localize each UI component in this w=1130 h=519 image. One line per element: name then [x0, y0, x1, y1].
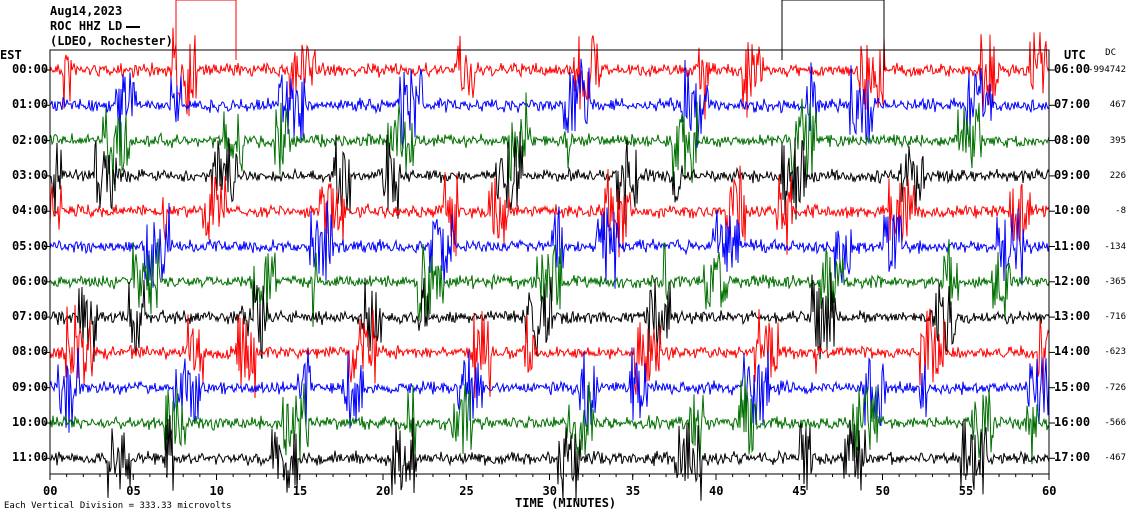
- utc-hour-label: 07:00: [1054, 97, 1091, 112]
- est-hour-label: 11:00: [12, 450, 49, 465]
- est-hour-label: 04:00: [12, 203, 49, 218]
- dc-offset-value: -716: [1104, 312, 1126, 323]
- est-hour-label: 06:00: [12, 273, 49, 288]
- plot-frame: [49, 49, 1050, 475]
- x-tick-label: 55: [958, 484, 974, 498]
- x-axis-ticks: [49, 474, 1050, 480]
- est-hour-label: 00:00: [12, 62, 49, 76]
- trace-line: [49, 415, 1050, 501]
- utc-hour-label: 09:00: [1054, 167, 1091, 182]
- seismic-traces: [49, 27, 1050, 501]
- x-tick-label: 25: [459, 484, 474, 498]
- utc-hour-label: 13:00: [1054, 309, 1091, 324]
- trace-line: [49, 375, 1050, 465]
- est-hour-label: 02:00: [12, 132, 49, 147]
- utc-hour-label: 14:00: [1054, 344, 1091, 359]
- dc-offset-value: 395: [1109, 135, 1126, 146]
- event-marker-red: [175, 0, 237, 70]
- trace-line: [49, 238, 1050, 327]
- dc-offset-value: -994742: [1088, 65, 1126, 75]
- est-hour-label: 08:00: [12, 344, 49, 359]
- trace-line: [49, 131, 1050, 225]
- est-hour-label: 01:00: [12, 97, 49, 112]
- trace-line: [49, 200, 1050, 289]
- date-label: Aug14,2023: [50, 4, 123, 18]
- dc-offset-value: -134: [1104, 241, 1126, 252]
- event-marker-black: [781, 0, 885, 70]
- est-hour-label: 10:00: [12, 415, 49, 429]
- scale-note: Each Vertical Division = 333.33 microvol…: [4, 501, 232, 511]
- est-hour-label: 09:00: [12, 379, 49, 394]
- trace-line: [49, 165, 1050, 258]
- x-tick-label: 40: [709, 484, 724, 498]
- utc-hour-label: 15:00: [1054, 379, 1091, 394]
- utc-axis-title: UTC: [1064, 48, 1086, 62]
- y-axis-ticks: [44, 69, 1055, 459]
- dc-axis-title: DC: [1105, 48, 1116, 58]
- x-tick-label: 45: [792, 484, 807, 498]
- utc-hour-label: 17:00: [1054, 450, 1091, 465]
- est-hour-label: 03:00: [12, 167, 49, 182]
- est-axis-title: EST: [0, 48, 22, 62]
- x-tick-label: 05: [126, 484, 141, 498]
- trace-line: [49, 347, 1050, 433]
- dc-offset-value: -726: [1104, 382, 1126, 393]
- utc-hour-label: 06:00: [1054, 62, 1091, 76]
- utc-hour-label: 16:00: [1054, 415, 1091, 429]
- trace-line: [49, 304, 1050, 399]
- x-tick-label: 15: [292, 484, 308, 498]
- x-tick-label: 50: [875, 484, 890, 498]
- trace-line: [49, 92, 1050, 185]
- dc-offset-value: -467: [1104, 453, 1126, 464]
- x-tick-label: 10: [209, 484, 224, 498]
- dc-offset-value: -566: [1104, 418, 1126, 428]
- dc-offset-value: -365: [1104, 276, 1126, 287]
- utc-hour-label: 10:00: [1054, 203, 1091, 218]
- trace-line: [49, 58, 1050, 149]
- x-tick-label: 35: [625, 484, 641, 498]
- x-tick-label: 30: [542, 484, 557, 498]
- trace-line: [49, 27, 1050, 120]
- dc-offset-value: -623: [1104, 347, 1126, 358]
- trace-line: [49, 272, 1050, 362]
- est-hour-label: 05:00: [12, 238, 49, 253]
- station-label: ROC HHZ LD: [50, 19, 123, 33]
- est-hour-label: 07:00: [12, 309, 49, 324]
- dc-offset-value: 226: [1109, 170, 1126, 181]
- x-axis-title: TIME (MINUTES): [515, 496, 617, 510]
- utc-hour-label: 12:00: [1054, 273, 1091, 288]
- x-tick-label: 60: [1042, 484, 1057, 498]
- dc-offset-value: -8: [1115, 206, 1126, 217]
- location-label: (LDEO, Rochester): [50, 34, 173, 48]
- utc-hour-label: 08:00: [1054, 132, 1091, 147]
- dc-offset-value: 467: [1109, 100, 1126, 111]
- utc-hour-label: 11:00: [1054, 238, 1091, 253]
- x-tick-label: 00: [43, 484, 58, 498]
- x-tick-label: 20: [376, 484, 391, 498]
